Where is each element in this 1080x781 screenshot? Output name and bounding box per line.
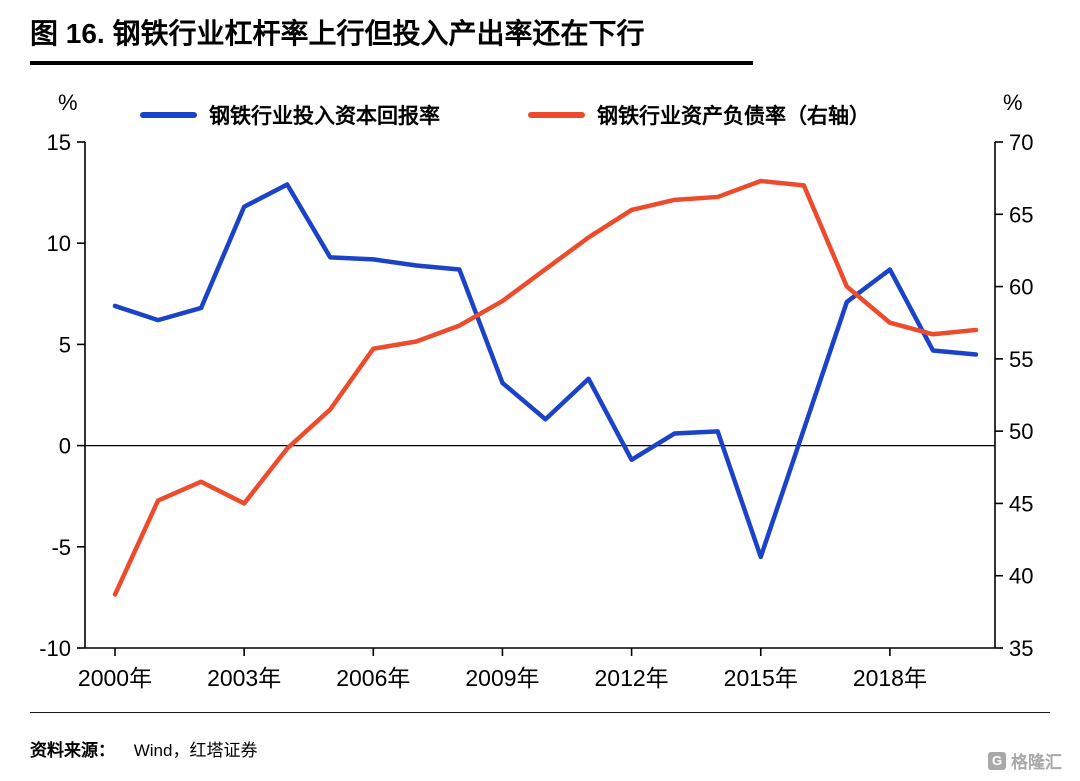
- left-axis-tick-label: 0: [59, 434, 71, 459]
- chart-title-block: 图 16. 钢铁行业杠杆率上行但投入产出率还在下行: [30, 12, 753, 65]
- footer-divider: [30, 712, 1050, 713]
- x-axis-tick-label: 2000年: [78, 665, 152, 691]
- left-axis-tick-label: -5: [51, 535, 71, 560]
- left-axis-tick-label: 10: [47, 231, 71, 256]
- right-axis-tick-label: 55: [1009, 347, 1033, 372]
- x-axis-tick-label: 2009年: [465, 665, 539, 691]
- gelonghui-watermark: G 格隆汇: [988, 748, 1062, 773]
- right-axis-tick-label: 65: [1009, 202, 1033, 227]
- right-axis-tick-label: 35: [1009, 636, 1033, 661]
- legend-swatch-red: [528, 112, 585, 118]
- right-axis-tick-label: 70: [1009, 130, 1033, 155]
- x-axis-tick-label: 2006年: [336, 665, 410, 691]
- series-line-1: [112, 182, 979, 560]
- legend-item-roic: 钢铁行业投入资本回报率: [140, 100, 440, 130]
- x-axis-tick-label: 2012年: [595, 665, 669, 691]
- left-axis-tick-label: 5: [59, 332, 71, 357]
- right-axis-unit: %: [1003, 90, 1023, 115]
- left-axis-unit: %: [58, 90, 78, 115]
- right-axis-tick-label: 60: [1009, 275, 1033, 300]
- x-axis-tick-label: 2018年: [853, 665, 927, 691]
- left-axis-tick-label: -10: [39, 636, 71, 661]
- left-axis-tick-label: 15: [47, 130, 71, 155]
- source-text: Wind，红塔证券: [133, 741, 258, 760]
- legend-item-leverage: 钢铁行业资产负债率（右轴）: [528, 100, 870, 130]
- legend-label-leverage: 钢铁行业资产负债率（右轴）: [597, 105, 870, 128]
- x-axis-tick-label: 2003年: [207, 665, 281, 691]
- gelonghui-icon: G: [988, 751, 1006, 770]
- series-line-2: [112, 178, 979, 597]
- right-axis-tick-label: 40: [1009, 564, 1033, 589]
- x-axis-tick-label: 2015年: [724, 665, 798, 691]
- page-title: 图 16. 钢铁行业杠杆率上行但投入产出率还在下行: [30, 18, 645, 49]
- legend-swatch-blue: [140, 112, 197, 118]
- legend-label-roic: 钢铁行业投入资本回报率: [209, 105, 440, 128]
- source-note: 资料来源： Wind，红塔证券: [30, 736, 257, 761]
- right-axis-tick-label: 45: [1009, 491, 1033, 516]
- gelonghui-text: 格隆汇: [1011, 753, 1062, 772]
- source-label: 资料来源：: [30, 741, 115, 760]
- right-axis-tick-label: 50: [1009, 419, 1033, 444]
- legend: 钢铁行业投入资本回报率 钢铁行业资产负债率（右轴）: [140, 100, 870, 130]
